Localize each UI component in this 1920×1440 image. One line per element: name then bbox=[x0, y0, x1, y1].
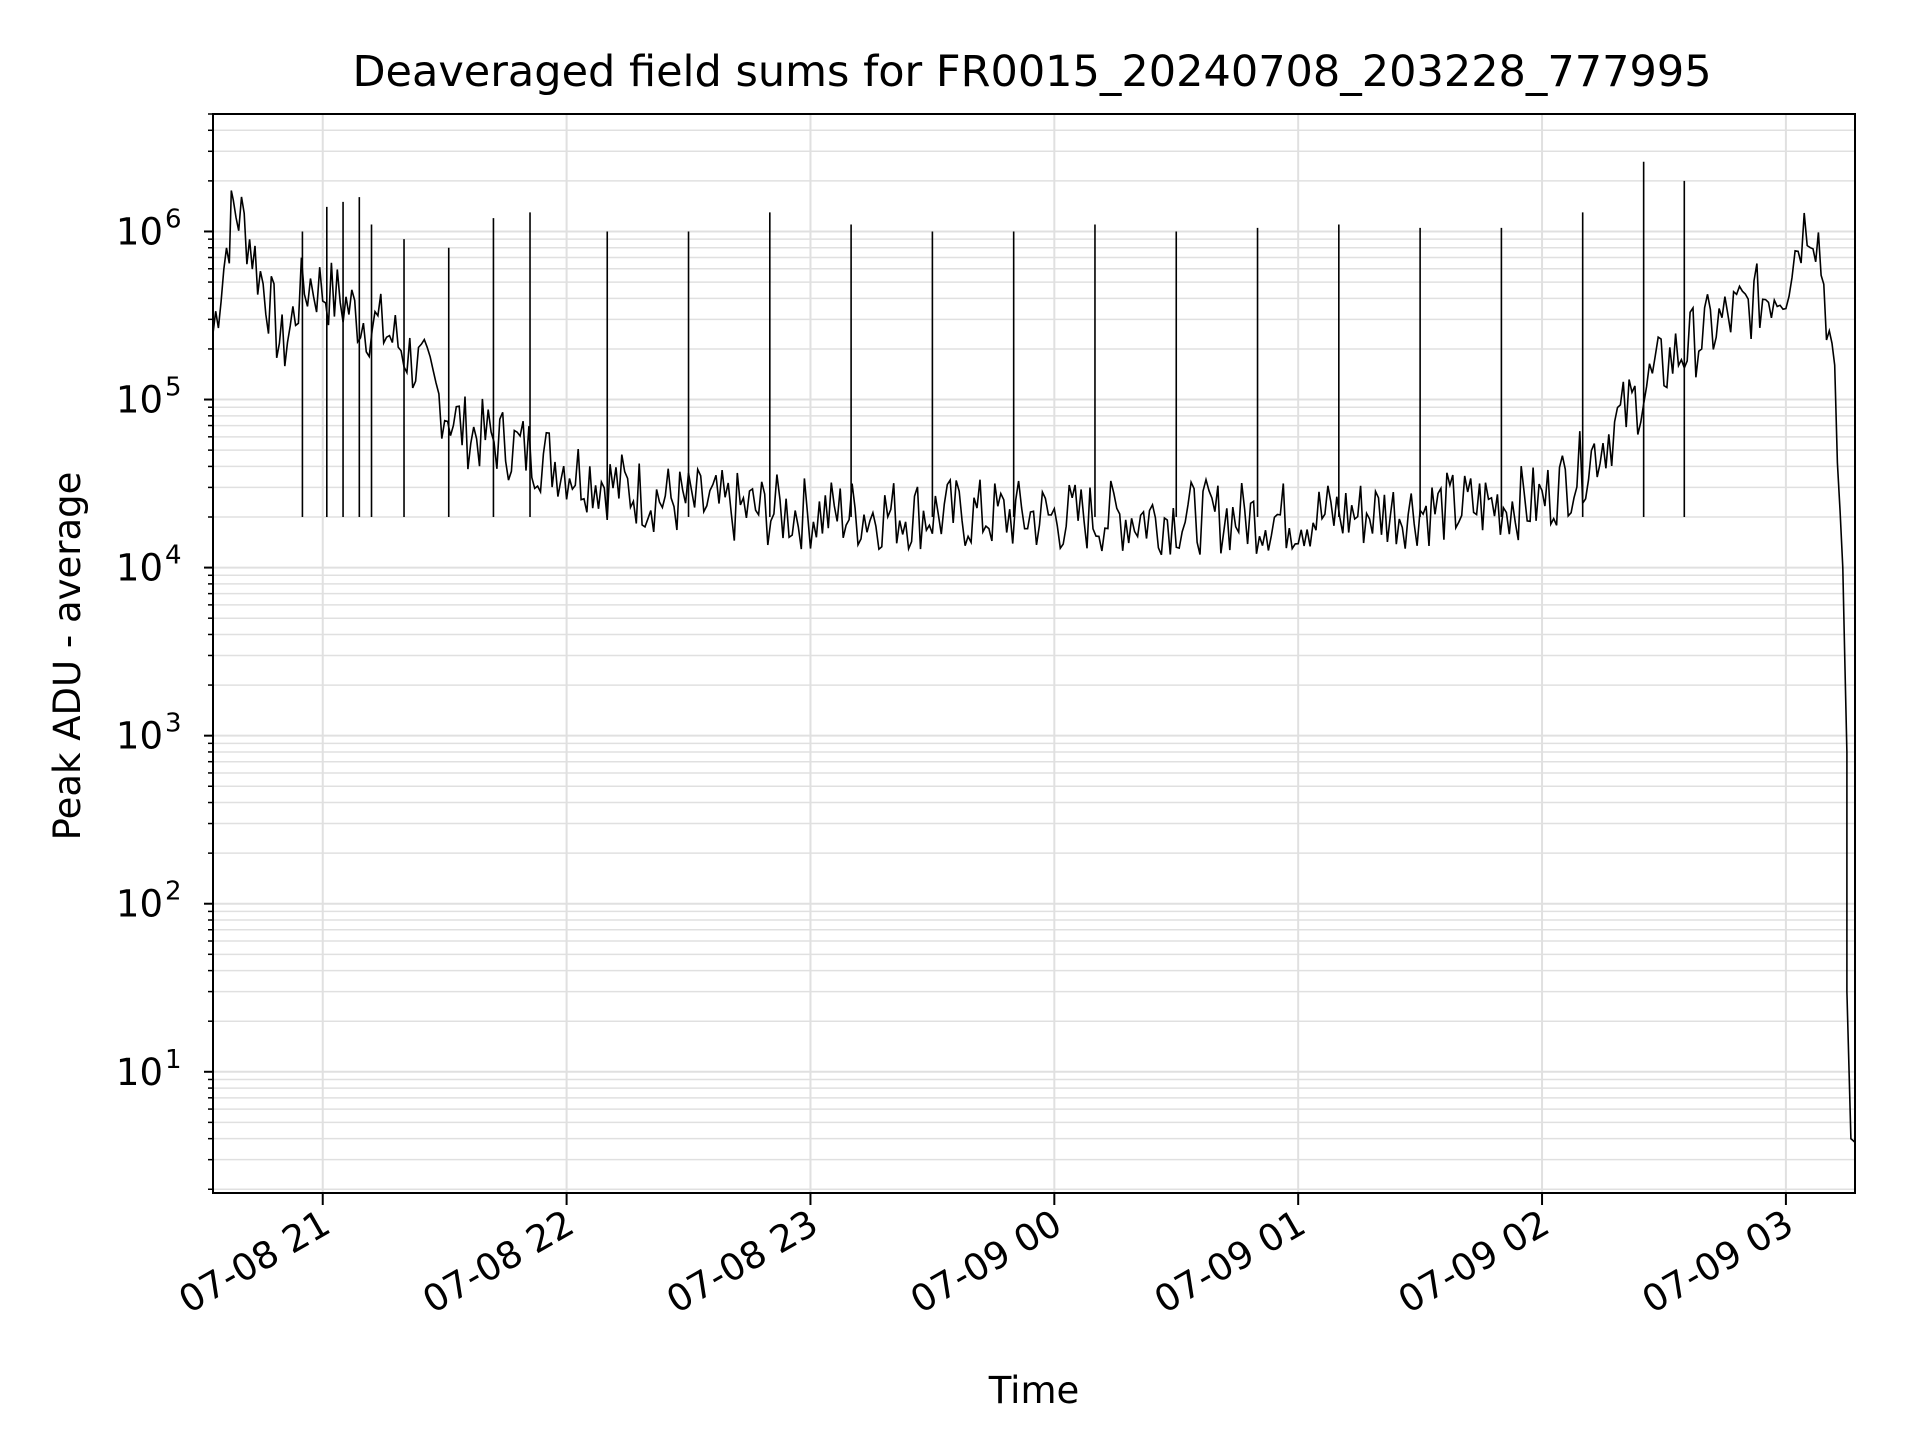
series-line bbox=[212, 190, 1856, 1143]
y-tick-label: 10 bbox=[116, 883, 163, 926]
y-tick-label: 10 bbox=[116, 379, 163, 422]
y-tick-exponent: 2 bbox=[165, 877, 182, 907]
y-axis-label: Peak ADU - average bbox=[46, 472, 89, 841]
y-tick-exponent: 4 bbox=[165, 541, 182, 571]
y-tick-label: 10 bbox=[116, 715, 163, 758]
y-tick-exponent: 6 bbox=[165, 204, 182, 234]
y-tick-label: 10 bbox=[116, 210, 163, 253]
y-tick-exponent: 5 bbox=[165, 373, 182, 403]
y-tick-exponent: 3 bbox=[165, 709, 182, 739]
x-axis-label: Time bbox=[988, 1369, 1080, 1412]
y-tick-label: 10 bbox=[116, 547, 163, 590]
plot-frame bbox=[212, 113, 1856, 1194]
plot-area bbox=[212, 161, 1856, 1143]
chart-title: Deaveraged field sums for FR0015_2024070… bbox=[352, 47, 1711, 97]
y-tick-exponent: 1 bbox=[165, 1045, 182, 1075]
y-tick-label: 10 bbox=[116, 1051, 163, 1094]
